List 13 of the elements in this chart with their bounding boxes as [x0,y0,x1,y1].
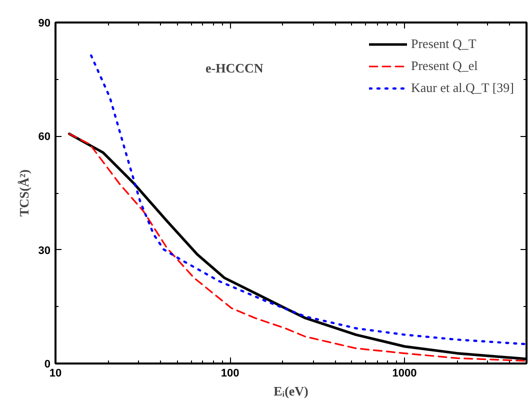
text: e-HCCCN [206,60,264,76]
y-axis-title: TCS(Å²) [16,169,32,217]
x-tick-label: 10 [49,368,62,380]
x-tick-label: 1000 [392,368,417,380]
legend-label: Present Q_el [410,58,478,74]
y-tick-label: 30 [38,244,51,257]
y-tick-label: 90 [38,18,51,30]
x-axis-title: Eᵢ(eV) [274,384,308,398]
legend-label: Present Q_T [410,36,476,52]
x-tick-label: 100 [220,368,240,380]
legend-label: Kaur et al.Q_T [39] [410,80,514,96]
y-tick-label: 0 [44,358,51,370]
y-tick-label: 60 [38,131,51,144]
